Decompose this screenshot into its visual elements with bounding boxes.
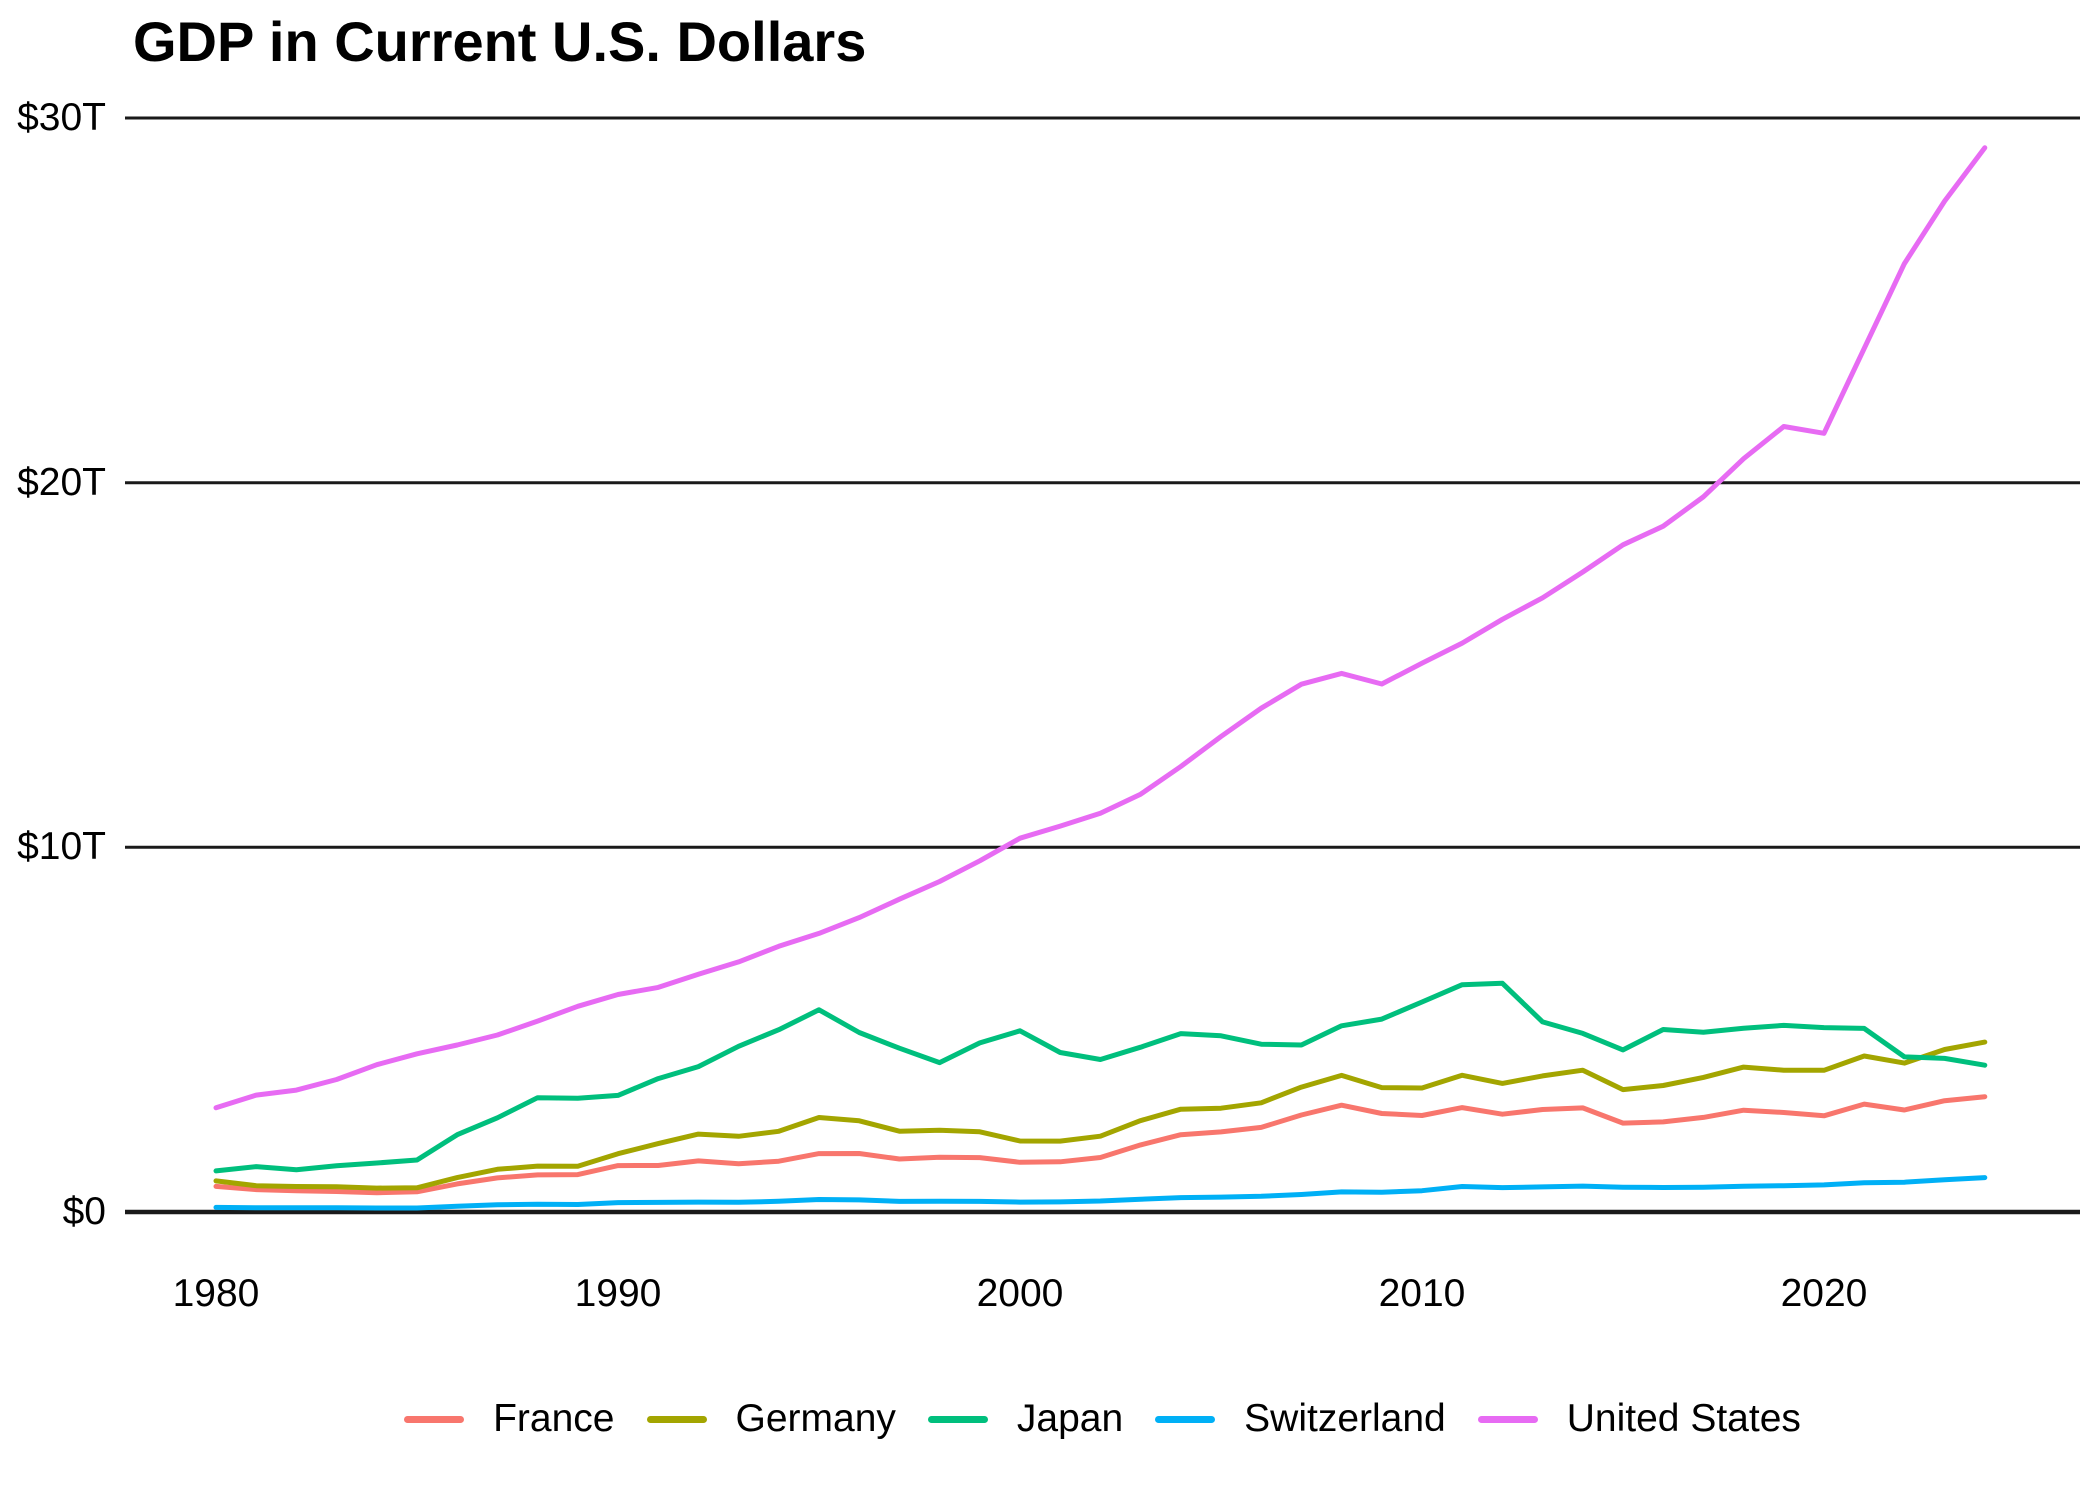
- legend-swatch-japan: [927, 1415, 988, 1423]
- legend-label-germany: Germany: [735, 1397, 896, 1440]
- series-line-germany: [213, 1039, 1988, 1191]
- series-line-france: [213, 1094, 1988, 1196]
- legend-swatch-germany: [646, 1415, 707, 1423]
- legend: France Germany Japan Switzerland United Stat…: [125, 1396, 2080, 1442]
- legend-item-france: France: [404, 1397, 615, 1441]
- y-tick-label-10t: $10T: [17, 825, 106, 869]
- legend-swatch-switzerland: [1155, 1415, 1216, 1423]
- legend-swatch-united-states: [1477, 1415, 1538, 1423]
- y-tick-label-30t: $30T: [17, 95, 106, 139]
- y-tick-label-0: $0: [62, 1190, 106, 1233]
- legend-item-united-states: United States: [1477, 1397, 1801, 1441]
- legend-label-united-states: United States: [1566, 1397, 1801, 1440]
- series-line-japan: [213, 980, 1988, 1174]
- legend-label-japan: Japan: [1016, 1397, 1124, 1440]
- legend-item-japan: Japan: [927, 1397, 1124, 1441]
- x-tick-label-1990: 1990: [574, 1272, 662, 1315]
- chart-title: GDP in Current U.S. Dollars: [133, 10, 867, 73]
- x-tick-label-2000: 2000: [976, 1272, 1064, 1315]
- series-line-switzerland: [213, 1175, 1988, 1211]
- x-tick-label-1980: 1980: [172, 1272, 260, 1315]
- legend-label-switzerland: Switzerland: [1244, 1397, 1446, 1440]
- legend-item-germany: Germany: [646, 1397, 896, 1441]
- series-line-united-states: [213, 145, 1988, 1111]
- legend-label-france: France: [493, 1397, 615, 1440]
- legend-item-switzerland: Switzerland: [1155, 1397, 1446, 1441]
- y-tick-label-20t: $20T: [17, 460, 106, 504]
- x-tick-label-2010: 2010: [1378, 1272, 1466, 1315]
- x-tick-label-2020: 2020: [1780, 1272, 1868, 1315]
- legend-swatch-france: [404, 1415, 465, 1423]
